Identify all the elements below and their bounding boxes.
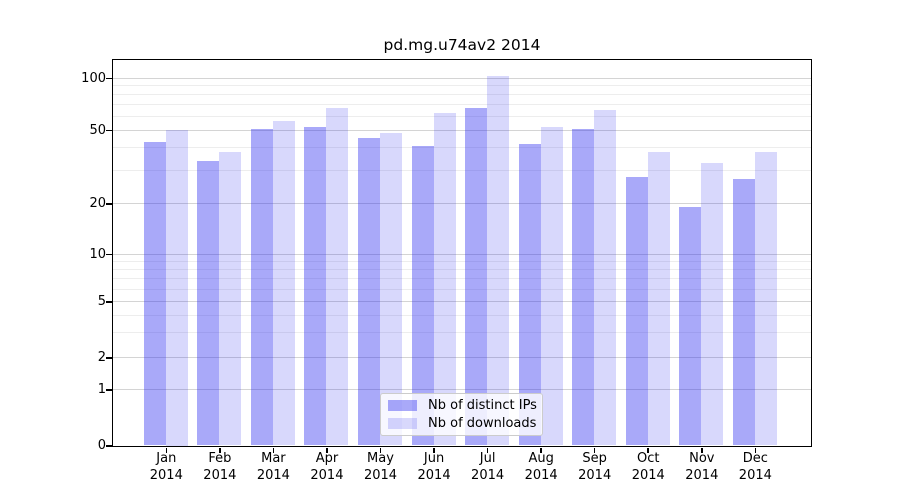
bar-distinct-ips-nov — [679, 207, 702, 446]
bar-distinct-ips-sep — [572, 128, 595, 446]
y-tick-mark-20 — [106, 203, 112, 205]
legend-label-distinct-ips: Nb of distinct IPs — [428, 398, 537, 414]
legend-swatch-distinct-ips — [388, 400, 417, 412]
minor-gridline-9 — [112, 260, 811, 262]
x-tick-label-jan: Jan 2014 — [149, 451, 183, 483]
legend: Nb of distinct IPs Nb of downloads — [380, 393, 543, 436]
x-tick-mark-jul — [486, 447, 489, 453]
x-tick-label-sep: Sep 2014 — [578, 451, 612, 483]
minor-gridline-7 — [112, 277, 811, 279]
bar-downloads-feb — [219, 152, 242, 446]
y-tick-label-20: 20 — [89, 196, 106, 211]
y-tick-mark-5 — [106, 301, 112, 303]
bar-distinct-ips-jun — [411, 145, 434, 446]
legend-item-downloads: Nb of downloads — [388, 416, 536, 431]
bar-downloads-sep — [594, 110, 617, 446]
bar-downloads-mar — [272, 121, 295, 446]
y-tick-mark-100 — [106, 77, 112, 80]
legend-item-distinct-ips: Nb of distinct IPs — [388, 398, 537, 414]
x-tick-mark-feb — [219, 447, 221, 453]
x-tick-label-aug: Aug 2014 — [524, 451, 558, 483]
gridline-100 — [112, 77, 811, 79]
bar-downloads-jun — [433, 112, 456, 446]
bar-downloads-aug — [540, 127, 563, 446]
y-tick-mark-2 — [106, 357, 112, 359]
y-tick-label-50: 50 — [89, 122, 106, 138]
bar-downloads-dec — [754, 152, 777, 446]
bar-downloads-nov — [701, 163, 724, 446]
x-tick-mark-jun — [433, 447, 435, 453]
gridline-50 — [112, 129, 811, 131]
bar-distinct-ips-oct — [625, 176, 648, 446]
gridline-1 — [112, 389, 811, 390]
bar-downloads-oct — [647, 152, 670, 446]
bar-distinct-ips-feb — [197, 160, 220, 446]
minor-gridline-30 — [112, 170, 811, 172]
x-tick-mark-nov — [701, 447, 703, 453]
x-tick-mark-oct — [647, 447, 650, 453]
bar-distinct-ips-aug — [518, 143, 541, 446]
y-tick-mark-10 — [106, 253, 112, 256]
x-tick-label-nov: Nov 2014 — [685, 451, 719, 483]
x-tick-mark-jan — [165, 447, 168, 453]
y-tick-label-1: 1 — [97, 382, 106, 397]
legend-label-downloads: Nb of downloads — [428, 415, 537, 431]
legend-swatch-downloads — [388, 417, 417, 429]
bar-downloads-apr — [326, 108, 349, 446]
x-tick-label-jul: Jul 2014 — [471, 451, 505, 483]
minor-gridline-6 — [112, 288, 811, 290]
bar-downloads-may — [380, 133, 402, 446]
gridline-20 — [112, 203, 811, 204]
bar-distinct-ips-mar — [250, 128, 273, 446]
bar-distinct-ips-dec — [732, 179, 755, 446]
y-tick-label-10: 10 — [89, 246, 106, 262]
x-tick-label-apr: Apr 2014 — [310, 451, 344, 483]
x-tick-mark-sep — [593, 447, 596, 453]
x-tick-label-oct: Oct 2014 — [631, 451, 665, 483]
y-tick-mark-50 — [106, 129, 112, 132]
bar-distinct-ips-jul — [465, 108, 488, 446]
y-tick-mark-0 — [106, 445, 112, 447]
y-tick-label-0: 0 — [97, 438, 106, 453]
minor-gridline-70 — [112, 104, 811, 106]
y-tick-label-5: 5 — [97, 294, 106, 309]
chart-title: pd.mg.u74av2 2014 — [383, 36, 541, 54]
y-tick-label-100: 100 — [81, 70, 106, 86]
bar-downloads-jan — [165, 130, 188, 446]
plot-area — [111, 58, 812, 447]
x-tick-label-mar: Mar 2014 — [256, 451, 290, 483]
x-tick-mark-mar — [272, 447, 275, 453]
minor-gridline-3 — [112, 332, 811, 334]
gridline-5 — [112, 301, 811, 302]
minor-gridline-40 — [112, 147, 811, 149]
bar-downloads-jul — [487, 75, 510, 446]
x-tick-label-jun: Jun 2014 — [417, 451, 451, 483]
x-tick-label-feb: Feb 2014 — [203, 451, 237, 483]
minor-gridline-60 — [112, 115, 811, 117]
bar-distinct-ips-apr — [304, 127, 327, 446]
x-tick-label-dec: Dec 2014 — [738, 451, 772, 483]
minor-gridline-4 — [112, 314, 811, 316]
y-tick-mark-1 — [106, 389, 112, 391]
minor-gridline-8 — [112, 268, 811, 270]
gridline-2 — [112, 357, 811, 358]
bar-distinct-ips-may — [358, 138, 380, 446]
x-tick-mark-dec — [754, 447, 757, 453]
x-tick-mark-apr — [326, 447, 328, 453]
bar-distinct-ips-jan — [143, 142, 166, 446]
y-tick-label-2: 2 — [97, 350, 106, 365]
minor-gridline-80 — [112, 94, 811, 96]
x-tick-mark-aug — [540, 447, 542, 453]
minor-gridline-90 — [112, 85, 811, 87]
gridline-10 — [112, 253, 811, 255]
x-tick-label-may: May 2014 — [363, 451, 398, 483]
x-tick-mark-may — [379, 447, 382, 453]
